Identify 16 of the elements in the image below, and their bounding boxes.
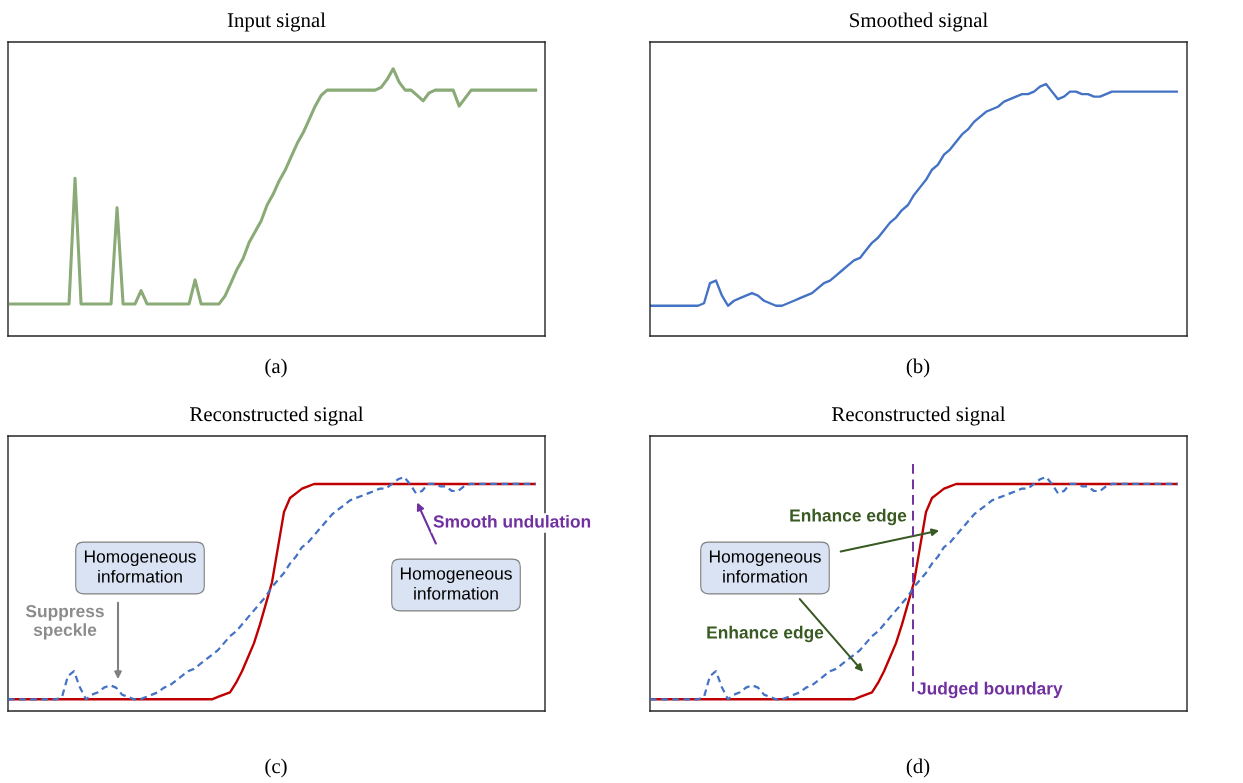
text: (d)	[906, 758, 930, 778]
text: (c)	[265, 758, 287, 778]
text: (b)	[906, 358, 930, 378]
chart-title: Reconstructed signal	[190, 406, 364, 426]
annotation: Judged boundary	[917, 681, 1063, 699]
chart-title: Smoothed signal	[850, 12, 988, 32]
annotation: Homogeneous information	[400, 567, 512, 600]
annotation: Homogeneous information	[84, 550, 196, 583]
text: (a)	[265, 358, 287, 378]
annotation: Suppress speckle	[25, 605, 104, 640]
chart-title: Reconstructed signal	[832, 406, 1006, 426]
annotation: Homogeneous information	[709, 550, 821, 583]
chart-title: Input signal	[227, 12, 326, 32]
annotation: Enhance edge	[790, 508, 907, 526]
annotation: Enhance edge	[707, 625, 824, 643]
annotation: Smooth undulation	[433, 514, 591, 528]
